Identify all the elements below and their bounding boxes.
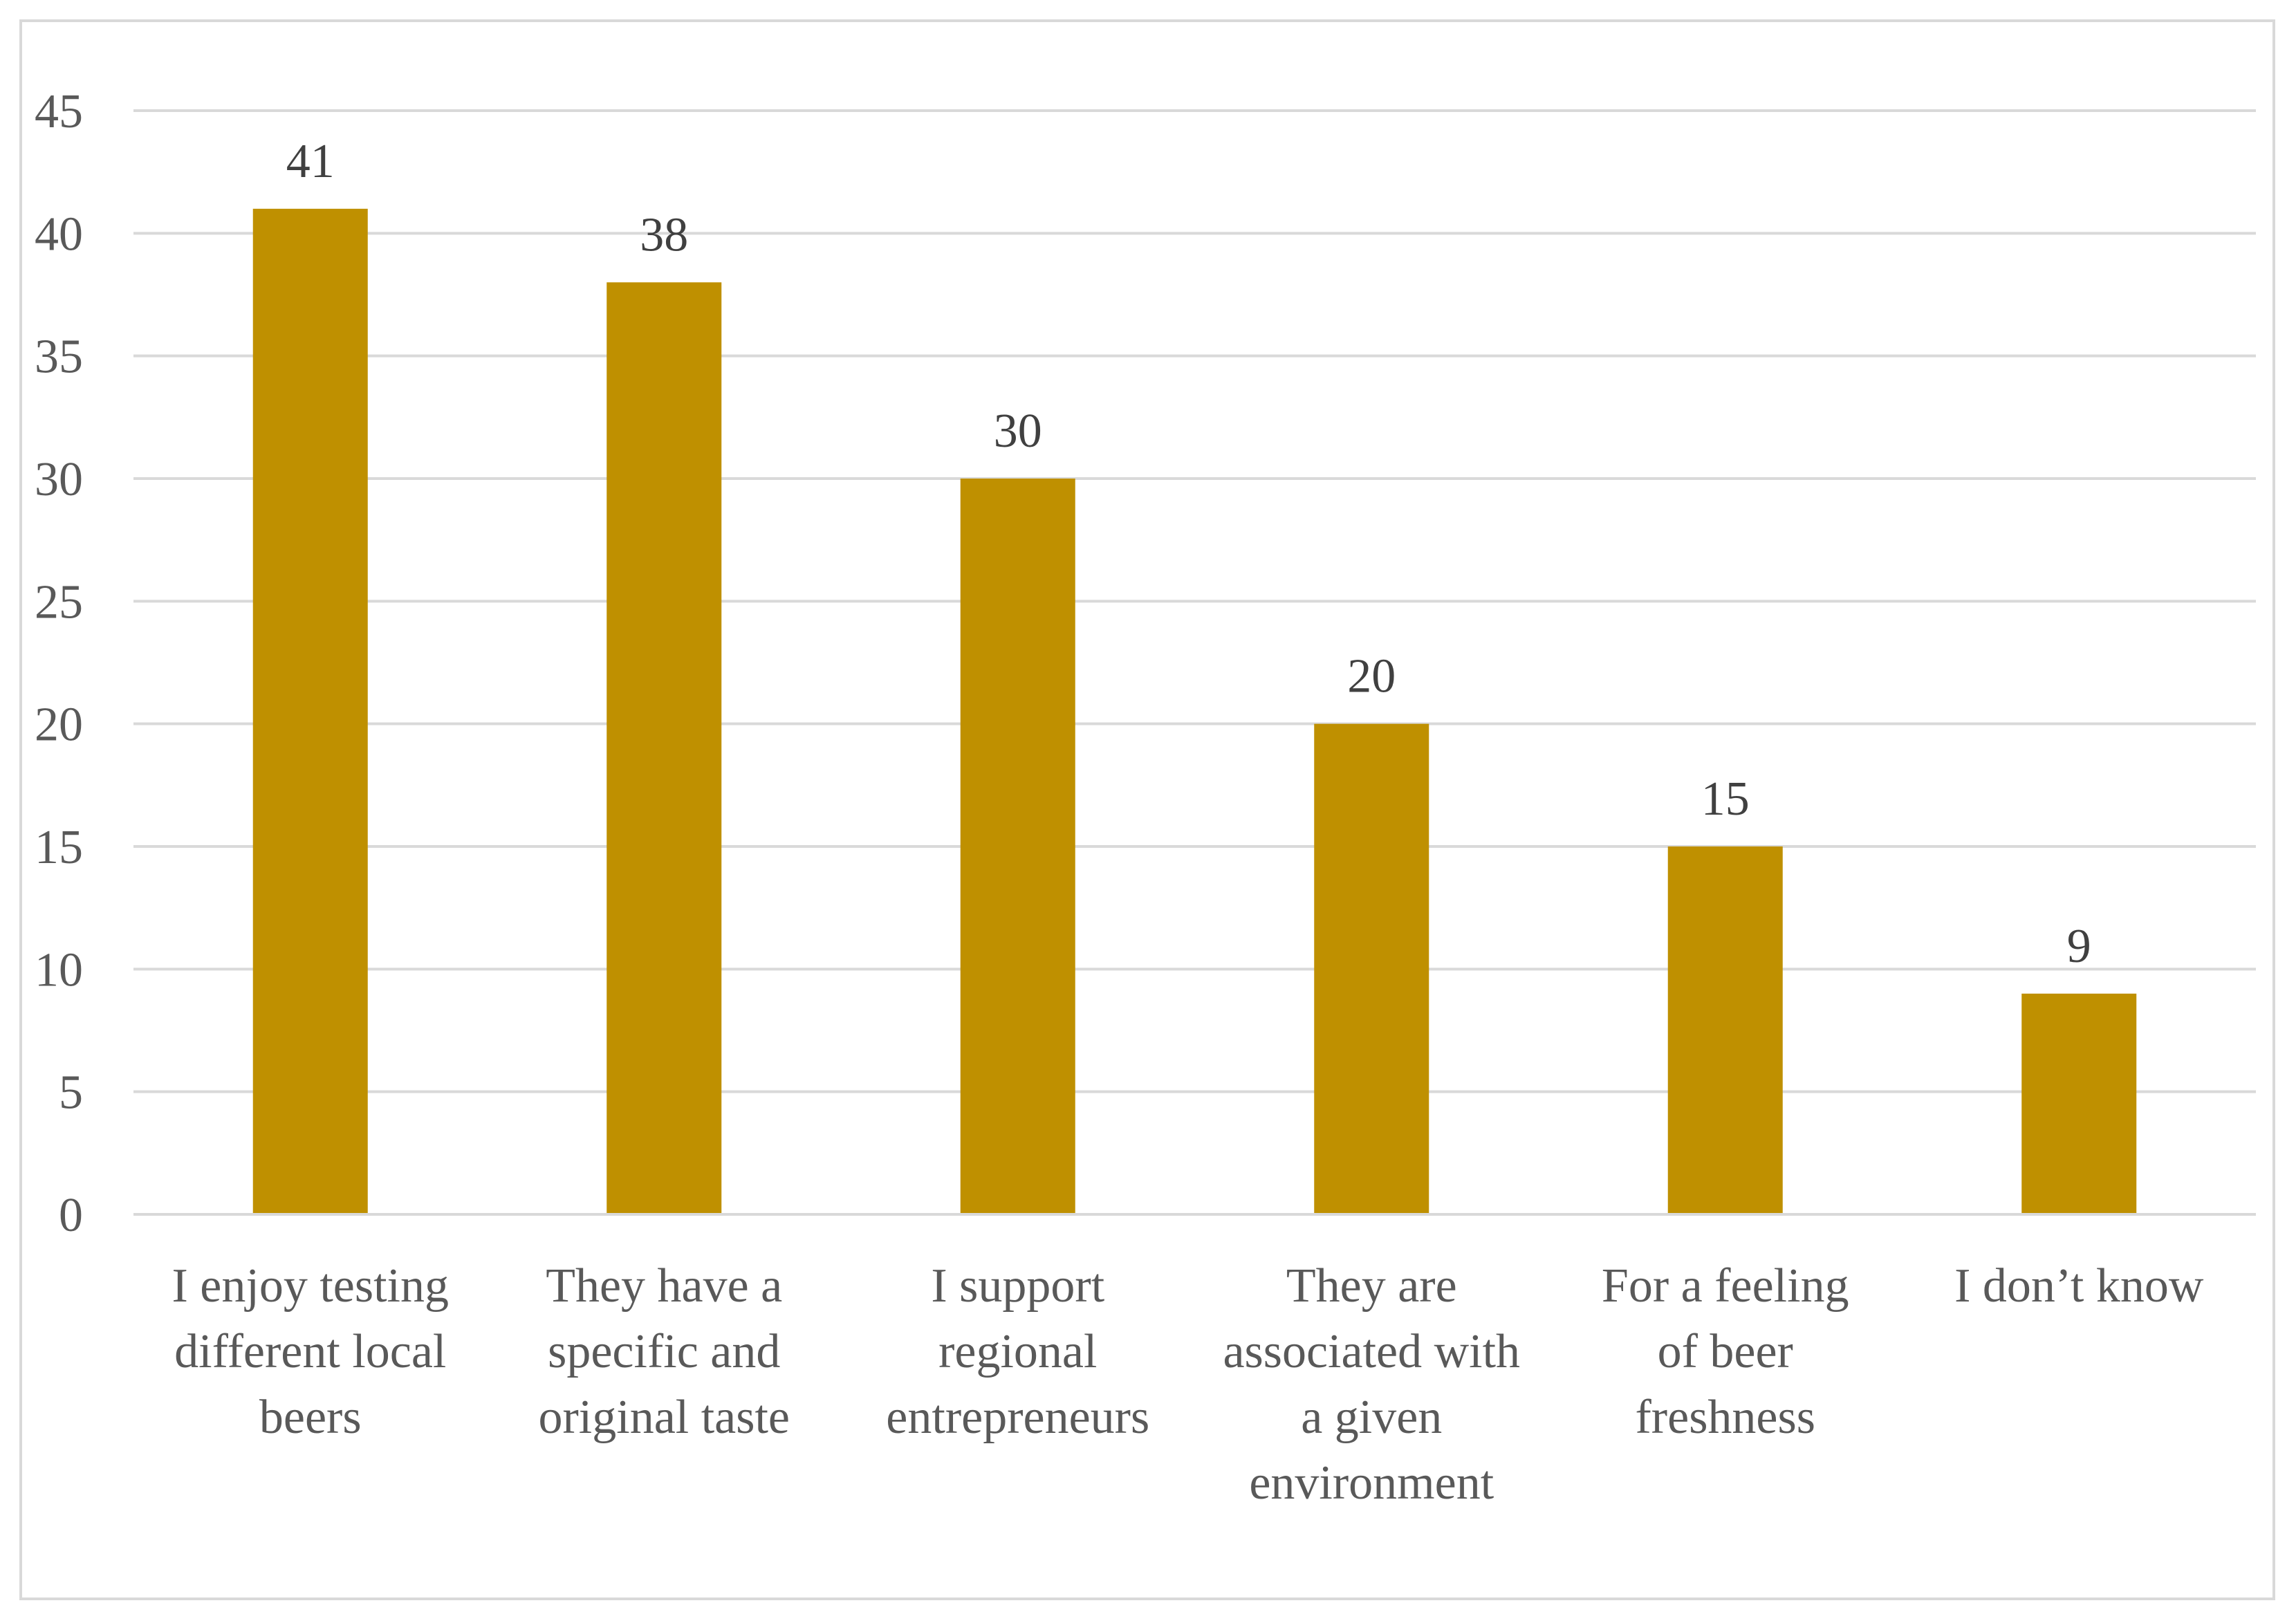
bar-3: [960, 479, 1075, 1214]
y-tick-label-35: 35: [35, 331, 83, 384]
x-tick-label-2: They have a specific and original taste: [538, 1259, 790, 1444]
x-tick-label-5-line-2: of beer: [1658, 1325, 1793, 1378]
y-axis-ticks: 0 5 10 15 20 25 30 35 40 45: [35, 85, 83, 1242]
data-label-1: 41: [286, 135, 335, 188]
data-label-4: 20: [1347, 650, 1396, 703]
bar-1: [252, 208, 368, 1214]
data-label-5: 15: [1701, 772, 1750, 826]
x-tick-label-3-line-3: entrepreneurs: [886, 1391, 1149, 1444]
x-tick-label-1: I enjoy testing different local beers: [172, 1259, 449, 1444]
x-tick-label-1-line-2: different local: [174, 1325, 446, 1378]
bar-2: [607, 282, 722, 1215]
data-label-6: 9: [2067, 920, 2091, 973]
x-tick-label-4-line-4: environment: [1249, 1456, 1494, 1510]
x-tick-label-2-line-1: They have a: [546, 1259, 782, 1313]
y-tick-label-20: 20: [35, 698, 83, 752]
x-tick-label-5-line-1: For a feeling: [1602, 1259, 1849, 1313]
x-tick-label-2-line-3: original taste: [538, 1391, 790, 1444]
x-tick-label-5: For a feeling of beer freshness: [1602, 1259, 1849, 1444]
x-tick-label-1-line-3: beers: [259, 1391, 362, 1444]
x-tick-label-4-line-3: a given: [1301, 1391, 1442, 1444]
y-tick-label-0: 0: [59, 1189, 83, 1242]
x-tick-label-6: I don’t know: [1954, 1259, 2204, 1313]
x-tick-label-4-line-1: They are: [1286, 1259, 1457, 1313]
data-labels: 41 38 30 20 15 9: [286, 135, 2091, 973]
x-tick-label-3: I support regional entrepreneurs: [886, 1259, 1149, 1444]
x-tick-label-6-line-1: I don’t know: [1954, 1259, 2204, 1313]
bars: [252, 208, 2137, 1215]
y-tick-label-15: 15: [35, 821, 83, 874]
x-tick-label-1-line-1: I enjoy testing: [172, 1259, 449, 1313]
x-tick-label-2-line-2: specific and: [548, 1325, 780, 1378]
y-tick-label-25: 25: [35, 575, 83, 629]
gridlines: [133, 109, 2256, 1093]
chart-frame: [19, 19, 2275, 1600]
bar-4: [1314, 723, 1429, 1214]
data-label-3: 30: [994, 405, 1042, 458]
x-tick-label-5-line-3: freshness: [1636, 1391, 1815, 1444]
x-tick-label-4-line-2: associated with: [1223, 1325, 1520, 1378]
x-axis-labels: I enjoy testing different local beers They …: [172, 1259, 2204, 1510]
bar-6: [2021, 993, 2137, 1214]
y-tick-label-40: 40: [35, 207, 83, 261]
x-tick-label-4: They are associated with a given environmen…: [1223, 1259, 1520, 1510]
bar-5: [1667, 846, 1783, 1214]
y-tick-label-10: 10: [35, 943, 83, 997]
y-tick-label-30: 30: [35, 453, 83, 506]
x-tick-label-3-line-2: regional: [938, 1325, 1097, 1378]
y-tick-label-45: 45: [35, 85, 83, 138]
y-tick-label-5: 5: [59, 1066, 83, 1120]
data-label-2: 38: [640, 208, 688, 261]
x-tick-label-3-line-1: I support: [931, 1259, 1104, 1313]
